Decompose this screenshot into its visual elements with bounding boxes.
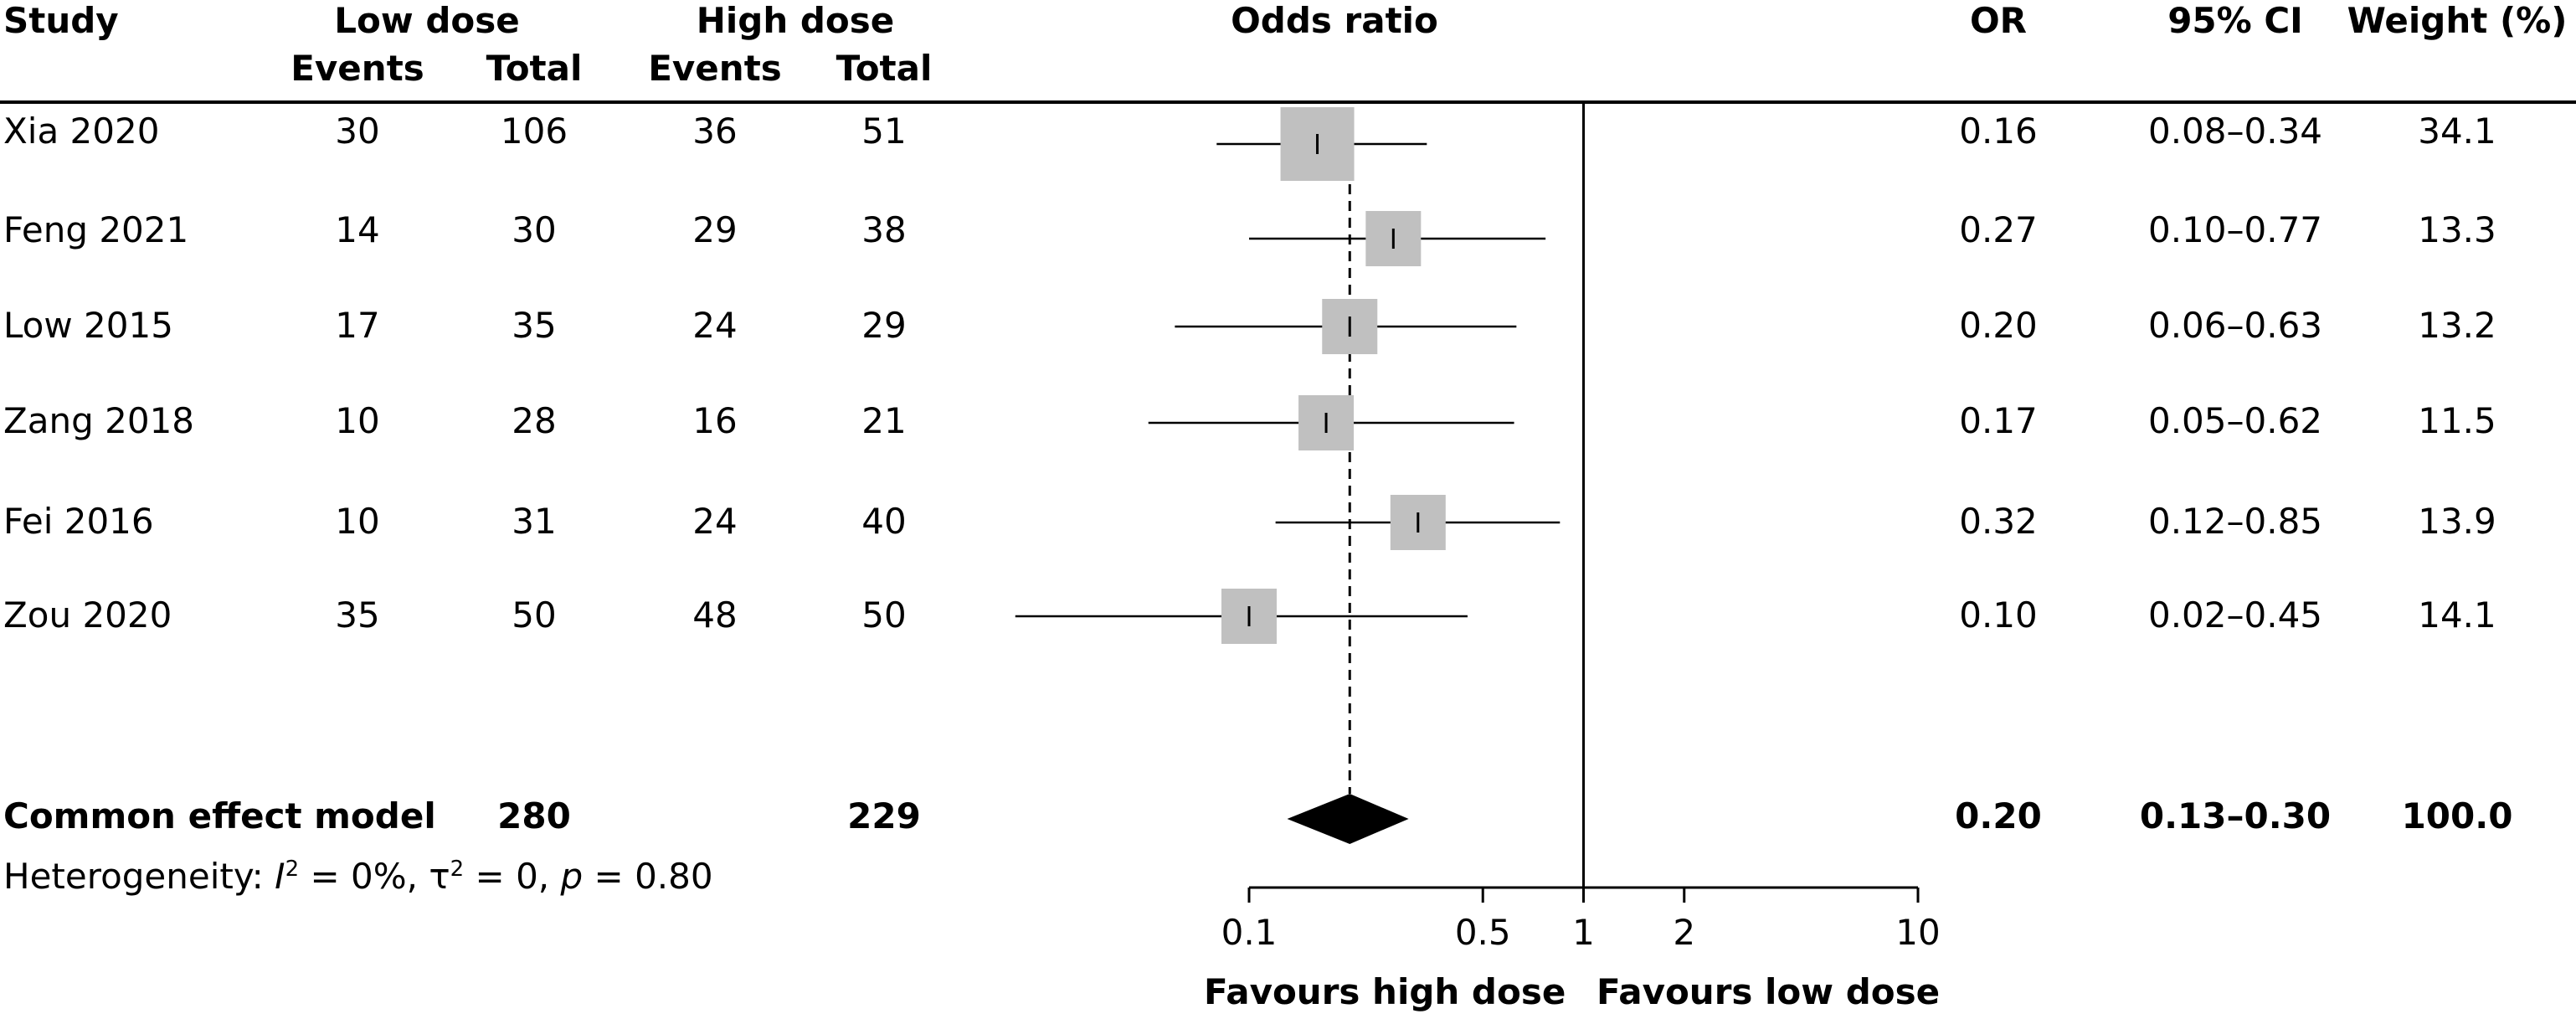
- x-tick-label: 0.5: [1455, 912, 1511, 953]
- row-low-total: 106: [500, 111, 568, 152]
- row-high-events: 36: [692, 111, 738, 152]
- header-divider: [0, 100, 2576, 104]
- row-ci-value: 0.06–0.63: [2147, 305, 2323, 346]
- row-high-total: 29: [861, 305, 907, 346]
- header-weight: Weight (%): [2347, 0, 2568, 41]
- row-low-total: 35: [512, 305, 557, 346]
- row-study-name: Xia 2020: [3, 111, 160, 152]
- row-study-name: Low 2015: [3, 305, 173, 346]
- summary-low-total: 280: [497, 795, 571, 836]
- header-low-total: Total: [486, 48, 583, 89]
- header-high-total: Total: [836, 48, 933, 89]
- row-ci-value: 0.10–0.77: [2147, 209, 2323, 250]
- row-low-total: 28: [512, 400, 557, 441]
- row-weight-value: 34.1: [2418, 111, 2496, 152]
- header-or: OR: [1969, 0, 2028, 41]
- summary-ci: 0.13–0.30: [2139, 795, 2332, 836]
- header-study: Study: [3, 0, 119, 41]
- x-tick-label: 10: [1895, 912, 1940, 953]
- row-ci-value: 0.08–0.34: [2147, 111, 2323, 152]
- summary-or: 0.20: [1955, 795, 2042, 836]
- row-low-events: 10: [335, 400, 380, 441]
- row-study-name: Zang 2018: [3, 400, 195, 441]
- row-high-total: 50: [861, 594, 907, 636]
- row-weight-value: 13.3: [2418, 209, 2496, 250]
- heterogeneity-text: Heterogeneity: I2 = 0%, τ2 = 0, p = 0.80: [3, 856, 713, 897]
- row-weight-value: 13.2: [2418, 305, 2496, 346]
- favours-high-dose-label: Favours high dose: [1204, 971, 1566, 1012]
- row-study-name: Feng 2021: [3, 209, 189, 250]
- row-study-name: Fei 2016: [3, 501, 154, 542]
- row-weight-value: 11.5: [2418, 400, 2496, 441]
- row-or-value: 0.16: [1959, 111, 2038, 152]
- row-high-events: 24: [692, 501, 738, 542]
- row-low-events: 30: [335, 111, 380, 152]
- header-high-events: Events: [648, 48, 782, 89]
- summary-label: Common effect model: [3, 795, 436, 836]
- row-low-total: 50: [512, 594, 557, 636]
- row-high-total: 40: [861, 501, 907, 542]
- favours-low-dose-label: Favours low dose: [1597, 971, 1941, 1012]
- row-high-total: 38: [861, 209, 907, 250]
- row-or-value: 0.32: [1959, 501, 2038, 542]
- header-odds-ratio: Odds ratio: [1231, 0, 1438, 41]
- row-low-events: 35: [335, 594, 380, 636]
- header-low-dose: Low dose: [334, 0, 520, 41]
- summary-weight: 100.0: [2401, 795, 2513, 836]
- header-ci: 95% CI: [2167, 0, 2303, 41]
- row-high-total: 51: [861, 111, 907, 152]
- row-low-events: 10: [335, 501, 380, 542]
- x-tick-label: 1: [1572, 912, 1595, 953]
- row-or-value: 0.27: [1959, 209, 2038, 250]
- row-or-value: 0.10: [1959, 594, 2038, 636]
- row-high-total: 21: [861, 400, 907, 441]
- summary-high-total: 229: [847, 795, 921, 836]
- row-weight-value: 14.1: [2418, 594, 2496, 636]
- row-ci-value: 0.05–0.62: [2147, 400, 2323, 441]
- row-or-value: 0.20: [1959, 305, 2038, 346]
- row-study-name: Zou 2020: [3, 594, 172, 636]
- row-high-events: 16: [692, 400, 738, 441]
- header-high-dose: High dose: [696, 0, 895, 41]
- row-weight-value: 13.9: [2418, 501, 2496, 542]
- row-high-events: 24: [692, 305, 738, 346]
- row-high-events: 48: [692, 594, 738, 636]
- row-high-events: 29: [692, 209, 738, 250]
- row-or-value: 0.17: [1959, 400, 2038, 441]
- x-tick-label: 0.1: [1221, 912, 1278, 953]
- row-ci-value: 0.12–0.85: [2147, 501, 2323, 542]
- x-tick-label: 2: [1673, 912, 1695, 953]
- row-low-events: 17: [335, 305, 380, 346]
- row-low-events: 14: [335, 209, 380, 250]
- row-low-total: 31: [512, 501, 557, 542]
- header-low-events: Events: [291, 48, 424, 89]
- row-low-total: 30: [512, 209, 557, 250]
- row-ci-value: 0.02–0.45: [2147, 594, 2323, 636]
- pooled-diamond: [1287, 794, 1409, 844]
